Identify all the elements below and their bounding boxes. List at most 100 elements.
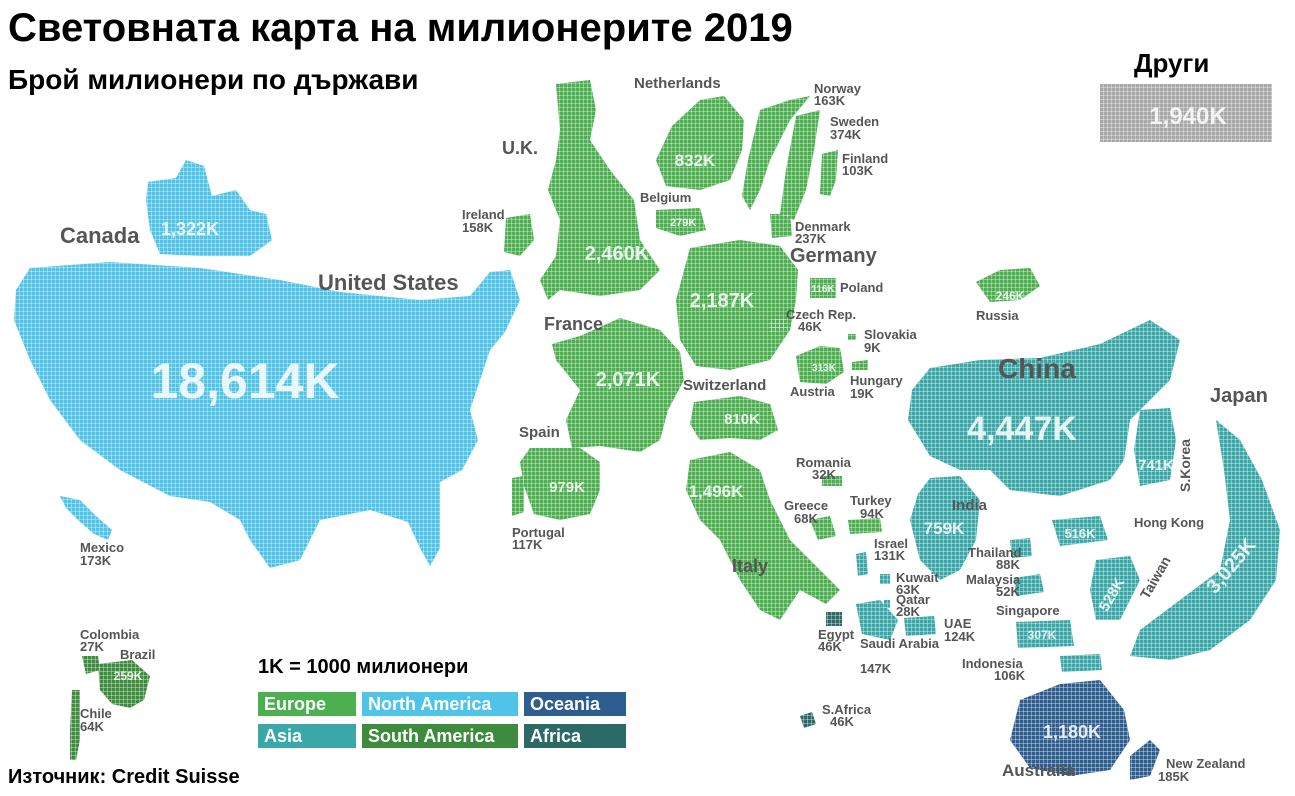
value-slovakia: 9K xyxy=(864,340,881,355)
map-title: Световната карта на милионерите 2019 xyxy=(8,6,793,50)
value-qatar: 28K xyxy=(896,604,920,619)
value-s-africa: 46K xyxy=(830,714,854,729)
value-greece: 68K xyxy=(794,511,818,526)
label-czech-rep: Czech Rep. xyxy=(786,307,856,322)
label-india: India xyxy=(952,497,988,514)
value-czech-rep: 46K xyxy=(798,319,822,334)
country-grid-switzerland xyxy=(690,396,778,440)
country-grid-hungary xyxy=(852,360,868,370)
country-grid-romania xyxy=(822,476,842,486)
label-spain: Spain xyxy=(519,424,560,441)
label-united-states: United States xyxy=(318,270,459,295)
value-chile: 64K xyxy=(80,719,104,734)
value-united-states: 18,614K xyxy=(150,353,339,409)
label-italy: Italy xyxy=(732,556,768,576)
legend-item-europe: Europe xyxy=(258,692,356,716)
label-japan: Japan xyxy=(1210,385,1268,407)
label-s-korea: S.Korea xyxy=(1177,439,1193,492)
label-austria: Austria xyxy=(790,384,836,399)
value-netherlands: 832K xyxy=(675,151,716,170)
label-netherlands: Netherlands xyxy=(634,75,721,92)
country-grid-india xyxy=(910,476,980,580)
value-romania: 32K xyxy=(812,467,836,482)
value-italy: 1,496K xyxy=(689,482,745,501)
country-grid-s-africa xyxy=(800,712,816,728)
label-s-africa: S.Africa xyxy=(822,702,872,717)
label-colombia: Colombia xyxy=(80,627,140,642)
value-germany: 2,187K xyxy=(690,290,755,312)
value-poland: 116K xyxy=(811,284,835,295)
value-russia: 246K xyxy=(996,289,1025,303)
value-austria: 313K xyxy=(812,363,837,374)
label-ireland: Ireland xyxy=(462,207,505,222)
country-grid-austria xyxy=(796,346,844,384)
country-grid-united-states xyxy=(14,262,520,568)
country-grid-canada xyxy=(146,160,272,256)
country-grid-israel xyxy=(856,552,868,576)
country-grid-qatar xyxy=(884,600,890,608)
map-subtitle: Брой милионери по държави xyxy=(8,64,419,95)
label-egypt: Egypt xyxy=(818,627,855,642)
country-grid-taiwan xyxy=(1090,556,1140,620)
value-singapore: 307K xyxy=(1028,628,1057,642)
value-ireland: 158K xyxy=(462,220,494,235)
value-spain: 979K xyxy=(549,479,585,496)
country-grid-thailand xyxy=(1010,538,1032,558)
value-new-zealand: 185K xyxy=(1158,769,1190,784)
country-grid-malaysia xyxy=(1014,574,1044,596)
country-grid-finland xyxy=(820,150,838,196)
label-france: France xyxy=(544,314,603,334)
country-grid-hong-kong xyxy=(1052,516,1108,546)
country-grid-indonesia xyxy=(1060,654,1102,672)
label-brazil: Brazil xyxy=(120,647,155,662)
label-denmark: Denmark xyxy=(795,219,851,234)
label-romania: Romania xyxy=(796,455,852,470)
value-hong-kong: 516K xyxy=(1064,526,1096,541)
value-india: 759K xyxy=(924,519,965,538)
value-canada: 1,322K xyxy=(161,219,219,239)
value-mexico: 173K xyxy=(80,553,112,568)
label-australia: Australia xyxy=(1002,761,1075,780)
value-israel: 131K xyxy=(874,548,906,563)
country-grid-norway xyxy=(742,96,810,210)
label-hungary: Hungary xyxy=(850,373,904,388)
legend-item-asia: Asia xyxy=(258,724,356,748)
value-denmark: 237K xyxy=(795,231,827,246)
country-grid-colombia xyxy=(82,656,100,674)
country-grid-saudi-arabia xyxy=(856,600,898,640)
label-russia: Russia xyxy=(976,308,1019,323)
country-grid-czech-rep xyxy=(768,318,788,332)
value-hungary: 19K xyxy=(850,386,874,401)
country-grid-france xyxy=(552,318,684,452)
other-box-grid xyxy=(1100,84,1272,142)
country-grid-singapore xyxy=(1016,620,1074,648)
country-grid-belgium xyxy=(656,208,706,236)
source-note: Източник: Credit Suisse xyxy=(8,766,240,788)
label-finland: Finland xyxy=(842,151,888,166)
label-sweden: Sweden xyxy=(830,114,879,129)
legend-item-south-america: South America xyxy=(362,724,518,748)
country-grid-spain xyxy=(520,448,600,520)
label-greece: Greece xyxy=(784,498,828,513)
label-germany: Germany xyxy=(790,245,878,267)
country-grid-russia xyxy=(976,268,1040,302)
legend-item-oceania: Oceania xyxy=(524,692,626,716)
value-finland: 103K xyxy=(842,163,874,178)
value-switzerland: 810K xyxy=(724,411,760,428)
country-grid-greece xyxy=(810,516,836,540)
country-grid-japan xyxy=(1130,420,1280,660)
country-grid-germany xyxy=(676,240,798,370)
label-indonesia: Indonesia xyxy=(962,656,1023,671)
value-portugal: 117K xyxy=(512,537,543,552)
label-hong-kong: Hong Kong xyxy=(1134,515,1204,530)
label-poland: Poland xyxy=(840,280,883,295)
label-chile: Chile xyxy=(80,706,112,721)
country-grid-uae xyxy=(904,616,936,636)
country-grid-new-zealand xyxy=(1130,740,1160,780)
country-grid-portugal xyxy=(512,476,524,516)
label-switzerland: Switzerland xyxy=(683,377,766,394)
value-brazil: 259K xyxy=(114,669,143,683)
country-grid-sweden xyxy=(780,110,820,220)
country-grid-turkey xyxy=(848,518,882,534)
